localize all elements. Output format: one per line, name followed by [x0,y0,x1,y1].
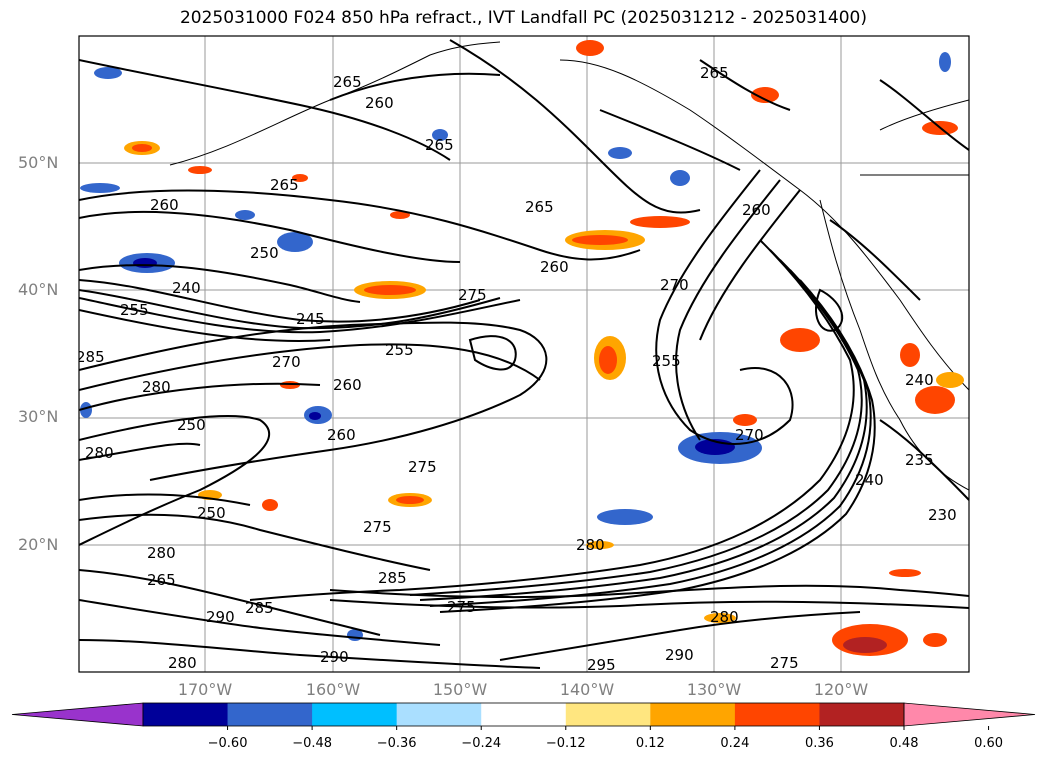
map-frame [78,35,970,673]
lon-label: 140°W [559,680,615,699]
lon-label: 120°W [813,680,869,699]
contour-label: 240 [172,279,201,297]
contour-label: 270 [272,353,301,371]
contour-label: 265 [700,64,729,82]
contour-label: 260 [327,426,356,444]
contour-label: 260 [333,376,362,394]
colorbar-tick-label: 0.60 [974,736,1004,751]
contour-label: 275 [363,518,392,536]
contour-label: 280 [147,544,176,562]
contour-label: 270 [735,426,764,444]
contour-label: 275 [770,654,799,672]
lon-label: 170°W [177,680,233,699]
contour-label: 240 [905,371,934,389]
colorbar-segment [227,703,313,726]
contour-label: 255 [120,301,149,319]
contour-label: 250 [250,244,279,262]
contour-label: 280 [576,536,605,554]
contour-label: 260 [365,94,394,112]
contour-label: 280 [142,378,171,396]
contour-label: 260 [540,258,569,276]
colorbar-extend-high [903,702,1036,727]
map-title: 2025031000 F024 850 hPa refract., IVT La… [179,8,867,28]
colorbar-tick-label: 0.24 [720,736,750,751]
contour-label: 265 [525,198,554,216]
contour-label: 255 [652,352,681,370]
colorbar-tick-label: 0.12 [635,736,665,751]
contour-label: 260 [742,201,771,219]
colorbar-tick-label: 0.48 [889,736,919,751]
contour-label: 235 [905,451,934,469]
contour-label: 260 [150,196,179,214]
contour-label: 250 [177,416,206,434]
lon-label: 130°W [686,680,742,699]
contour-label: 275 [408,458,437,476]
colorbar-tick-label: −0.24 [461,736,502,751]
contour-label: 270 [660,276,689,294]
colorbar-segment [143,703,229,726]
contour-label: 245 [296,310,325,328]
colorbar-segment [650,703,736,726]
colorbar-segment [481,703,567,726]
contour-label: 285 [76,348,105,366]
contour-label: 265 [425,136,454,154]
colorbar-tick-label: 0.36 [804,736,834,751]
colorbar [11,702,1036,730]
colorbar-segment [819,703,905,726]
colorbar-frame [142,702,905,727]
contour-label: 275 [447,598,476,616]
contour-label: 280 [710,608,739,626]
contour-label: 290 [665,646,694,664]
colorbar-tick-label: −0.12 [545,736,586,751]
contour-label: 265 [333,73,362,91]
lon-label: 150°W [432,680,488,699]
lat-label: 30°N [18,407,59,426]
contour-label: 265 [147,571,176,589]
contour-label: 290 [320,648,349,666]
map-panel: 265 260 265 265 260 250 240 255 245 275 … [76,36,969,674]
lat-label: 40°N [18,280,59,299]
lat-label: 50°N [18,153,59,172]
contour-label: 275 [458,286,487,304]
colorbar-segment [312,703,398,726]
contour-label: 230 [928,506,957,524]
colorbar-extend-low [11,702,144,727]
colorbar-segment [734,703,820,726]
contour-label: 285 [245,599,274,617]
refractivity-contours [79,39,969,669]
contour-labels: 265 260 265 265 260 250 240 255 245 275 … [76,64,957,674]
colorbar-tick-label: −0.60 [207,736,248,751]
gridlines [79,36,969,672]
contour-label: 250 [197,504,226,522]
lon-label: 160°W [305,680,361,699]
contour-label: 280 [168,654,197,672]
contour-label: 255 [385,341,414,359]
lat-label: 20°N [18,535,59,554]
contour-label: 285 [378,569,407,587]
contour-label: 290 [206,608,235,626]
contour-label: 265 [270,176,299,194]
contour-label: 280 [85,444,114,462]
colorbar-tick-label: −0.48 [292,736,333,751]
colorbar-tick-label: −0.36 [376,736,417,751]
contour-label: 295 [587,656,616,674]
colorbar-segment [565,703,651,726]
colorbar-segment [396,703,482,726]
contour-label: 240 [855,471,884,489]
